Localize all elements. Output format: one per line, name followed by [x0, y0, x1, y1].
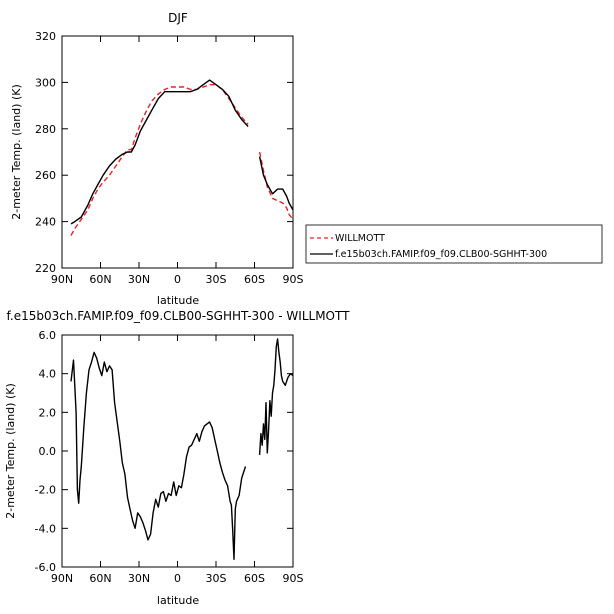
top-ticks: 90N 60N 30N 0 30S 60S 90S 220 240 260 280 300 320 [35, 30, 304, 286]
top-x-tick-label: 30N [128, 273, 150, 286]
top-plot-frame [61, 35, 294, 269]
top-y-tick-label: 260 [35, 169, 56, 182]
top-x-axis-label: latitude [157, 294, 199, 307]
bottom-plot-frame [61, 334, 294, 568]
legend: WILLMOTT f.e15b03ch.FAMIP.f09_f09.CLB00-… [305, 224, 603, 264]
top-y-tick-label: 300 [35, 76, 56, 89]
top-y-axis-label: 2-meter Temp. (land) (K) [10, 84, 23, 220]
top-series-line-0 [258, 151, 294, 220]
top-x-tick-label: 90N [51, 273, 73, 286]
legend-box [305, 224, 603, 264]
top-y-tick-label: 320 [35, 30, 56, 43]
top-x-tick-label: 30S [206, 273, 227, 286]
bottom-x-axis-label: latitude [157, 594, 199, 607]
bottom-y-tick-label: -4.0 [35, 522, 56, 535]
top-series [70, 79, 294, 236]
bottom-y-tick-label: -6.0 [35, 561, 56, 574]
bottom-y-tick-label: 4.0 [39, 368, 57, 381]
bottom-x-tick-label: 0 [174, 572, 181, 585]
top-series-line-1 [70, 79, 249, 225]
top-y-tick-label: 280 [35, 123, 56, 136]
bottom-chart-title: f.e15b03ch.FAMIP.f09_f09.CLB00-SGHHT-300… [7, 309, 351, 323]
bottom-panel: f.e15b03ch.FAMIP.f09_f09.CLB00-SGHHT-300… [4, 309, 350, 607]
bottom-y-tick-label: 2.0 [39, 406, 57, 419]
bottom-x-tick-label: 30N [128, 572, 150, 585]
top-panel: DJF 90N 60N 30N 0 30S 60S 90S 220 240 260 280 300 32… [10, 11, 603, 307]
top-chart-title: DJF [168, 11, 188, 25]
top-x-tick-label: 0 [174, 273, 181, 286]
bottom-x-tick-label: 90S [283, 572, 304, 585]
top-x-tick-label: 90S [283, 273, 304, 286]
top-series-line-0 [70, 83, 249, 236]
top-y-tick-label: 220 [35, 262, 56, 275]
bottom-x-tick-label: 60S [244, 572, 265, 585]
bottom-y-tick-label: 6.0 [39, 329, 57, 342]
bottom-series [70, 338, 294, 560]
bottom-ticks: 90N 60N 30N 0 30S 60S 90S -6.0 -4.0 -2.0 0.0 2.0 4.0… [35, 329, 304, 585]
top-x-tick-label: 60S [244, 273, 265, 286]
bottom-series-line-0 [258, 338, 294, 455]
top-series-line-1 [258, 156, 294, 211]
top-y-tick-label: 240 [35, 216, 56, 229]
bottom-x-tick-label: 30S [206, 572, 227, 585]
legend-label-willmott: WILLMOTT [335, 233, 385, 244]
top-x-tick-label: 60N [89, 273, 111, 286]
legend-label-model: f.e15b03ch.FAMIP.f09_f09.CLB00-SGHHT-300 [335, 249, 547, 260]
bottom-y-tick-label: -2.0 [35, 484, 56, 497]
bottom-series-line-0 [70, 351, 247, 560]
bottom-y-axis-label: 2-meter Temp. (land) (K) [4, 383, 17, 519]
bottom-x-tick-label: 60N [89, 572, 111, 585]
bottom-x-tick-label: 90N [51, 572, 73, 585]
bottom-y-tick-label: 0.0 [39, 445, 57, 458]
